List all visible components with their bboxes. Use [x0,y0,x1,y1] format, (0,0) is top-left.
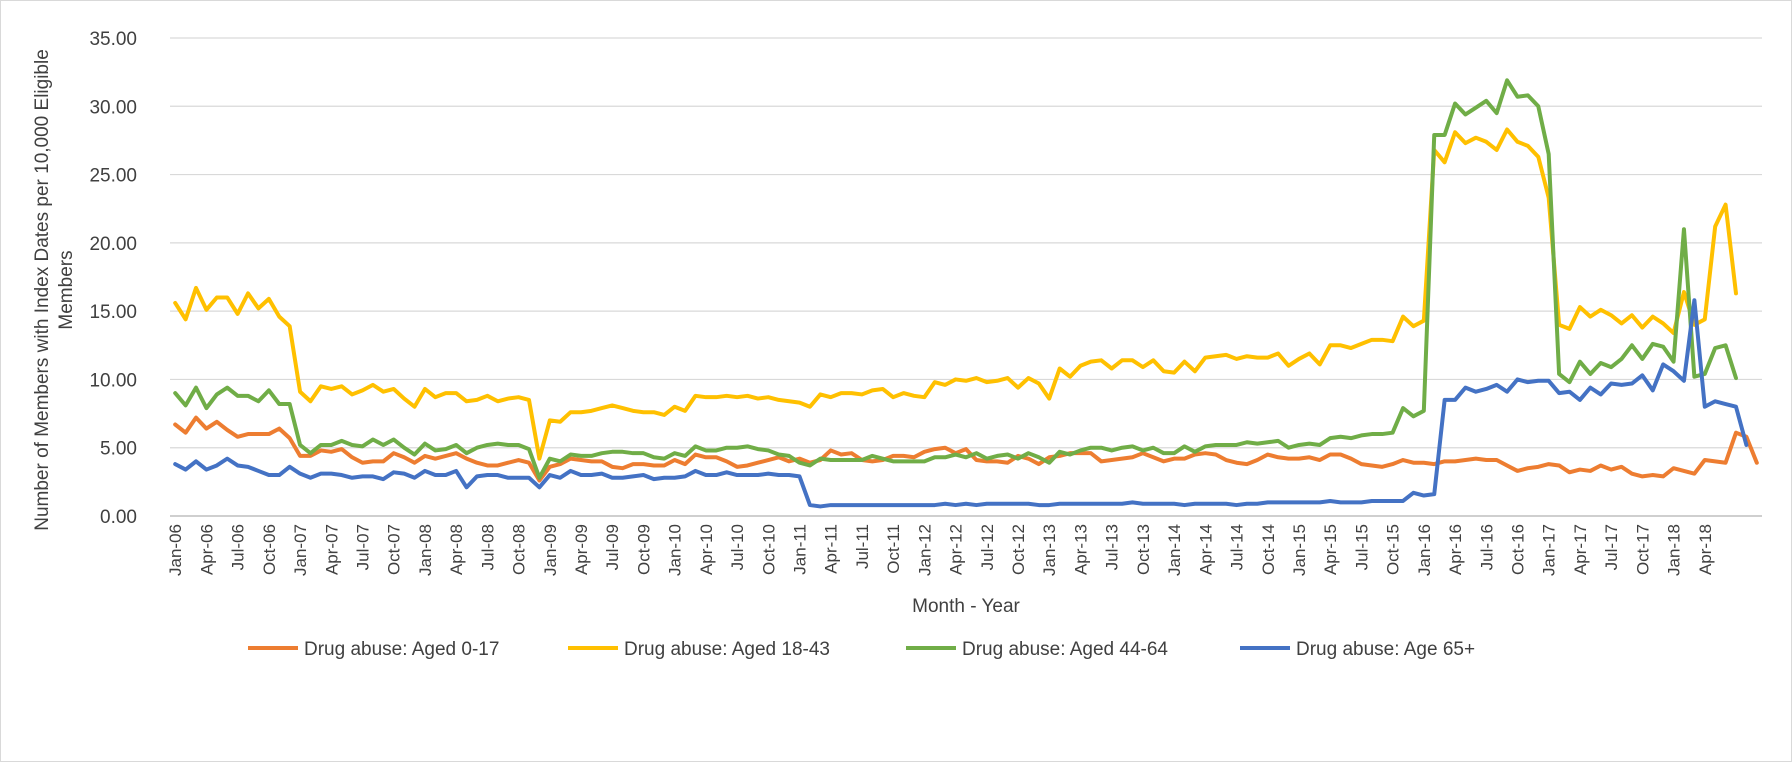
x-tick-label: Apr-06 [197,524,216,575]
x-tick-label: Jul-09 [603,524,622,570]
x-tick-label: Jul-14 [1228,524,1247,570]
x-tick-label: Apr-18 [1696,524,1715,575]
x-tick-label: Oct-07 [385,524,404,575]
series-line-4 [173,298,1749,509]
y-tick-label: 10.00 [89,370,137,391]
x-tick-label: Oct-06 [260,524,279,575]
legend-label: Drug abuse: Aged 0-17 [304,639,499,660]
x-tick-label: Oct-11 [884,524,903,574]
x-tick-label: Jan-10 [666,524,685,576]
x-tick-label: Jan-13 [1040,524,1059,576]
x-tick-label: Oct-09 [634,524,653,575]
x-tick-label: Jan-18 [1665,524,1684,576]
series-line-2 [173,127,1738,461]
x-tick-label: Oct-12 [1009,524,1028,575]
x-tick-label: Apr-15 [1321,524,1340,575]
x-tick-label: Jul-10 [728,524,747,570]
x-tick-label: Oct-13 [1134,524,1153,575]
x-tick-label: Apr-17 [1571,524,1590,575]
x-tick-label: Jan-07 [291,524,310,576]
y-tick-label: 30.00 [89,97,137,118]
x-tick-label: Apr-13 [1071,524,1090,575]
x-tick-label: Oct-14 [1259,524,1278,575]
x-tick-label: Jan-16 [1415,524,1434,576]
y-tick-label: 0.00 [100,507,137,528]
x-tick-label: Jan-17 [1540,524,1559,576]
x-tick-label: Jul-13 [1103,524,1122,570]
y-tick-label: 25.00 [89,166,137,187]
legend: Drug abuse: Aged 0-17 Drug abuse: Aged 18… [248,639,1475,660]
y-tick-label: 5.00 [100,439,137,460]
gridlines [170,37,1762,449]
x-tick-label: Jul-15 [1352,524,1371,570]
y-axis-title: Number of Members with Index Dates per 1… [32,49,77,531]
series-line-3 [173,78,1738,480]
x-tick-label: Oct-16 [1508,524,1527,575]
legend-label: Drug abuse: Aged 18-43 [624,639,830,660]
x-tick-label: Jul-12 [978,524,997,570]
x-tick-label: Jul-11 [853,524,872,569]
y-axis-title-line-1: Number of Members with Index Dates per 1… [32,49,53,531]
x-tick-label: Oct-15 [1384,524,1403,575]
x-tick-label: Jul-06 [229,524,248,570]
x-tick-label: Jul-17 [1602,524,1621,570]
x-tick-label: Jul-08 [478,524,497,570]
series-lines [173,78,1759,509]
x-tick-label: Apr-09 [572,524,591,575]
x-tick-label: Jan-06 [166,524,185,576]
x-tick-label: Jan-08 [416,524,435,576]
x-tick-label: Jan-14 [1165,524,1184,576]
y-axis-tick-labels: 0.00 5.00 10.00 15.00 20.00 25.00 30.00 35.00 [89,29,137,528]
x-tick-label: Apr-12 [947,524,966,575]
x-tick-label: Apr-16 [1446,524,1465,575]
series-line-1 [173,415,1759,483]
x-tick-label: Apr-07 [322,524,341,575]
x-axis-title: Month - Year [912,596,1020,617]
x-tick-label: Apr-08 [447,524,466,575]
x-tick-label: Apr-10 [697,524,716,575]
y-tick-label: 15.00 [89,302,137,323]
x-axis-tick-labels: Jan-06 Apr-06 Jul-06 Oct-06 Jan-07 Apr-07 Jul-… [166,524,1715,576]
x-tick-label: Jan-09 [541,524,560,576]
y-axis-title-line-2: Members [56,250,77,329]
y-tick-label: 35.00 [89,29,137,50]
x-tick-label: Apr-14 [1196,524,1215,575]
x-tick-label: Oct-17 [1633,524,1652,575]
legend-label: Drug abuse: Aged 44-64 [962,639,1168,660]
x-tick-label: Jan-11 [791,524,810,575]
x-tick-label: Oct-08 [510,524,529,575]
x-tick-label: Oct-10 [759,524,778,575]
x-tick-label: Jan-15 [1290,524,1309,576]
x-tick-label: Apr-11 [822,524,841,574]
x-tick-label: Jul-07 [353,524,372,570]
x-tick-label: Jan-12 [915,524,934,576]
x-tick-label: Jul-16 [1477,524,1496,570]
y-tick-label: 20.00 [89,234,137,255]
legend-label: Drug abuse: Age 65+ [1296,639,1475,660]
